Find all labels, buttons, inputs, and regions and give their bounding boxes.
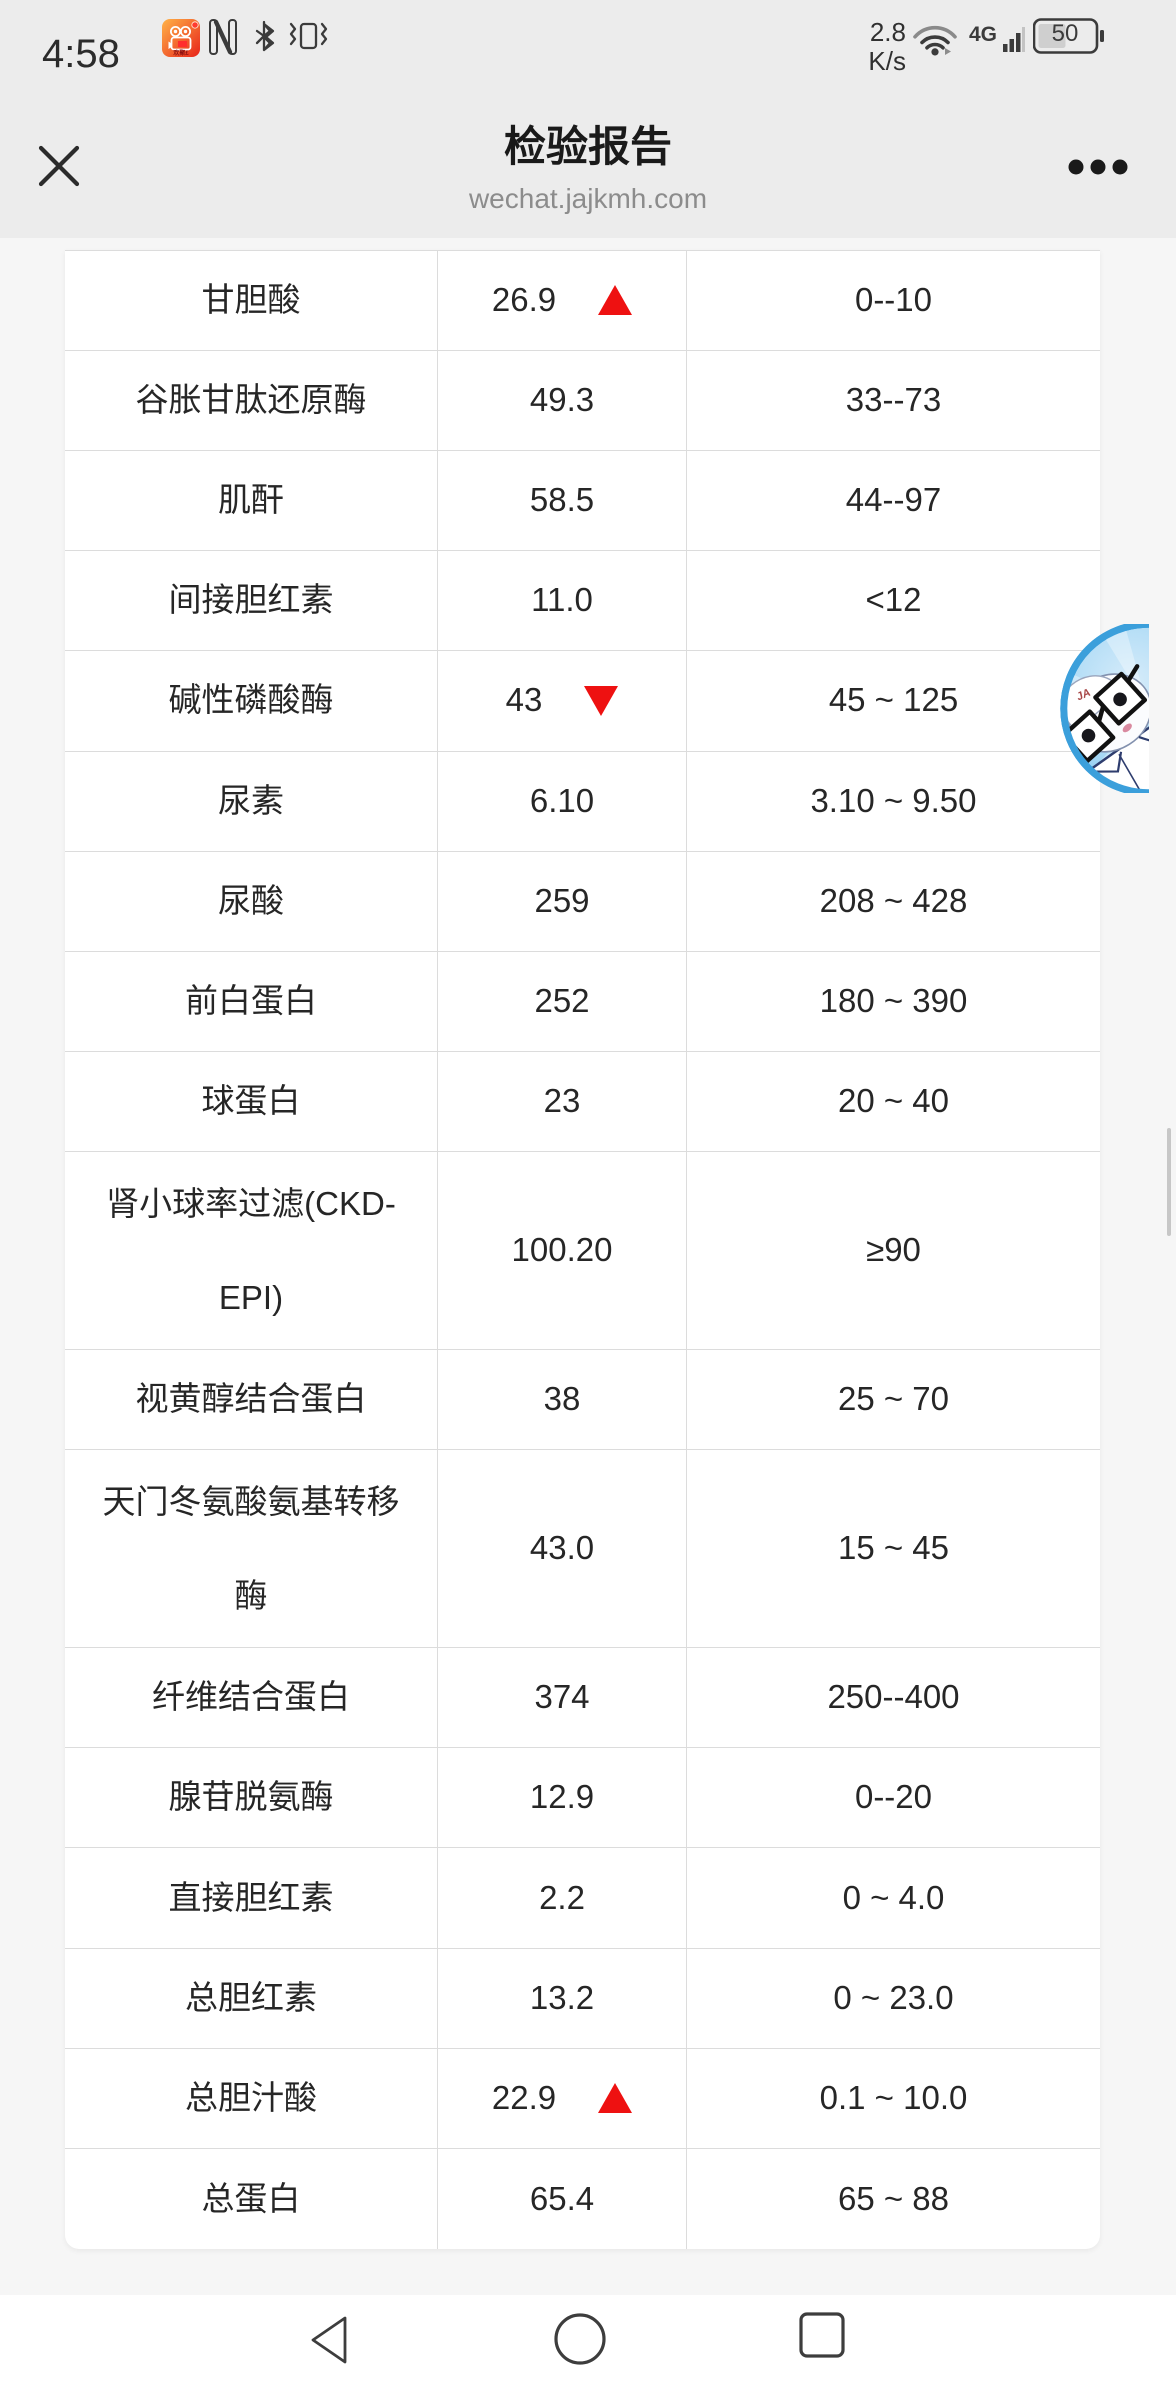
svg-text:4G: 4G	[969, 23, 997, 46]
svg-text:欢聚£: 欢聚£	[172, 49, 189, 57]
